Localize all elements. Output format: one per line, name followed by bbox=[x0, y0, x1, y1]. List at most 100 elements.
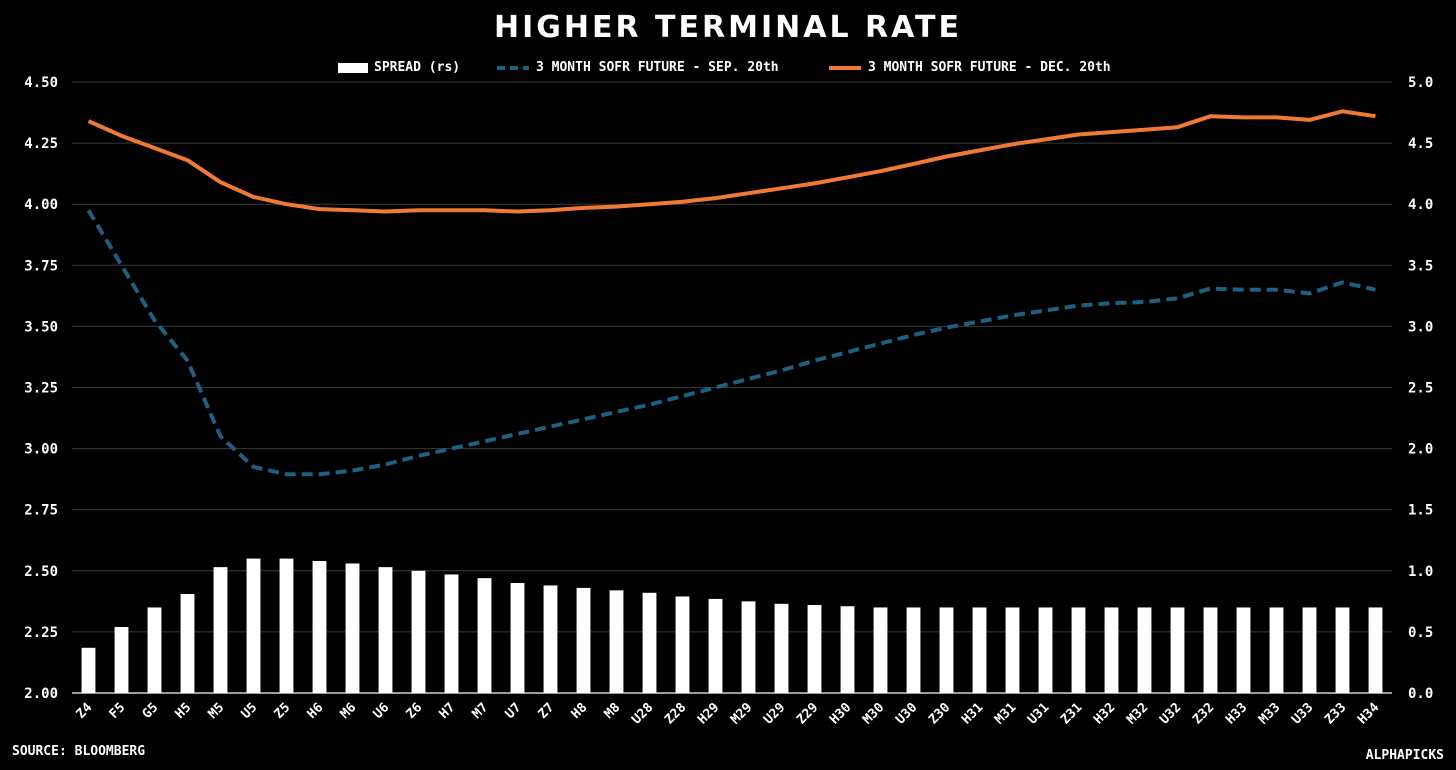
x-axis-tick-label: H34 bbox=[1355, 700, 1382, 727]
x-axis-tick-label: F5 bbox=[107, 700, 129, 722]
bar-spread bbox=[873, 607, 888, 693]
bar-spread bbox=[807, 605, 822, 693]
legend-label-spread: SPREAD (rs) bbox=[374, 60, 461, 75]
bar-spread bbox=[906, 607, 921, 693]
bar-spread bbox=[1269, 607, 1284, 693]
x-axis-tick-label: H32 bbox=[1091, 700, 1118, 727]
bar-spread bbox=[81, 647, 96, 693]
x-axis-tick-label: M29 bbox=[728, 700, 755, 727]
brand-label: ALPHAPICKS bbox=[1365, 748, 1444, 763]
x-axis-tick-label: H33 bbox=[1223, 700, 1250, 727]
bar-spread bbox=[444, 574, 459, 693]
bar-spread bbox=[642, 592, 657, 693]
right-axis-tick-label: 0.0 bbox=[1408, 686, 1433, 702]
x-axis-tick-label: Z5 bbox=[272, 700, 294, 722]
right-axis-tick-label: 2.0 bbox=[1408, 442, 1433, 458]
bar-spread bbox=[1071, 607, 1086, 693]
bar-spread bbox=[1368, 607, 1383, 693]
left-axis-tick-label: 3.50 bbox=[24, 319, 58, 335]
series-line-dec bbox=[87, 109, 1376, 214]
left-axis-tick-label: 2.00 bbox=[24, 686, 58, 702]
legend-label-dec: 3 MONTH SOFR FUTURE - DEC. 20th bbox=[868, 60, 1111, 75]
bar-spread bbox=[741, 601, 756, 693]
left-axis-tick-label: 3.00 bbox=[24, 442, 58, 458]
legend-item-sep: 3 MONTH SOFR FUTURE - SEP. 20th bbox=[496, 60, 779, 75]
bar-spread bbox=[675, 596, 690, 693]
legend-item-dec: 3 MONTH SOFR FUTURE - DEC. 20th bbox=[828, 60, 1111, 75]
legend-item-spread: SPREAD (rs) bbox=[338, 60, 460, 75]
x-axis-tick-label: H31 bbox=[959, 700, 986, 727]
bar-spread bbox=[114, 627, 129, 693]
right-axis-tick-label: 4.5 bbox=[1408, 136, 1433, 152]
bar-spread bbox=[180, 594, 195, 693]
x-axis-tick-label: M7 bbox=[470, 700, 492, 722]
bar-spread bbox=[1236, 607, 1251, 693]
right-axis-tick-label: 5.0 bbox=[1408, 75, 1433, 91]
x-axis-tick-label: M30 bbox=[860, 700, 887, 727]
left-axis-tick-label: 4.25 bbox=[24, 136, 58, 152]
source-note: SOURCE: BLOOMBERG bbox=[12, 744, 146, 759]
x-axis-tick-label: H5 bbox=[173, 700, 195, 722]
right-axis-tick-label: 1.5 bbox=[1408, 503, 1433, 519]
x-axis-tick-label: M32 bbox=[1124, 700, 1151, 727]
bar-spread bbox=[939, 607, 954, 693]
x-axis-tick-label: Z4 bbox=[74, 700, 96, 722]
x-axis-tick-label: Z28 bbox=[662, 700, 689, 727]
bar-spread bbox=[1302, 607, 1317, 693]
x-axis-tick-label: H29 bbox=[695, 700, 722, 727]
right-axis-tick-label: 4.0 bbox=[1408, 197, 1433, 213]
left-axis-tick-label: 3.75 bbox=[24, 258, 58, 274]
bar-spread bbox=[774, 603, 789, 693]
x-axis-tick-label: Z33 bbox=[1322, 700, 1349, 727]
right-axis-tick-label: 3.5 bbox=[1408, 258, 1433, 274]
bar-spread bbox=[1005, 607, 1020, 693]
right-axis-tick-label: 2.5 bbox=[1408, 381, 1433, 397]
legend-swatch-solid bbox=[829, 65, 861, 70]
bar-spread bbox=[609, 590, 624, 693]
right-axis-tick-label: 3.0 bbox=[1408, 319, 1433, 335]
right-axis-tick-label: 0.5 bbox=[1408, 625, 1433, 641]
bar-spread bbox=[213, 567, 228, 693]
bar-spread bbox=[477, 578, 492, 693]
x-axis-tick-label: Z30 bbox=[926, 700, 953, 727]
chart-title: HIGHER TERMINAL RATE bbox=[494, 10, 962, 45]
bar-spread bbox=[840, 606, 855, 693]
x-axis-tick-label: M33 bbox=[1256, 700, 1283, 727]
x-axis-tick-label: M8 bbox=[602, 700, 624, 722]
x-axis-tick-label: U28 bbox=[629, 700, 656, 727]
legend: SPREAD (rs) 3 MONTH SOFR FUTURE - SEP. 2… bbox=[0, 60, 1456, 82]
bar-spread bbox=[543, 585, 558, 693]
bar-spread bbox=[279, 558, 294, 693]
left-axis-tick-label: 2.50 bbox=[24, 564, 58, 580]
x-axis-tick-label: U32 bbox=[1157, 700, 1184, 727]
x-axis-tick-label: G5 bbox=[140, 700, 162, 722]
series-line-sep bbox=[86, 209, 1376, 477]
bar-spread bbox=[1038, 607, 1053, 693]
bar-spread bbox=[1104, 607, 1119, 693]
bar-spread bbox=[510, 583, 525, 693]
bar-spread bbox=[246, 558, 261, 693]
bar-spread bbox=[708, 598, 723, 693]
left-axis-tick-label: 3.25 bbox=[24, 381, 58, 397]
bar-spread bbox=[1170, 607, 1185, 693]
x-axis-tick-label: Z31 bbox=[1058, 700, 1085, 727]
bar-spread bbox=[378, 567, 393, 693]
right-axis-tick-label: 1.0 bbox=[1408, 564, 1433, 580]
x-axis-tick-label: Z7 bbox=[536, 700, 558, 722]
legend-swatch-dashed bbox=[497, 65, 529, 70]
x-axis-tick-label: U33 bbox=[1289, 700, 1316, 727]
bar-spread bbox=[1335, 607, 1350, 693]
x-axis-tick-label: Z29 bbox=[794, 700, 821, 727]
x-axis-tick-label: U7 bbox=[503, 700, 525, 722]
bar-spread bbox=[411, 570, 426, 693]
x-axis-tick-label: Z32 bbox=[1190, 700, 1217, 727]
x-axis-tick-label: U29 bbox=[761, 700, 788, 727]
x-axis-tick-label: Z6 bbox=[404, 700, 426, 722]
x-axis-tick-label: M5 bbox=[206, 700, 228, 722]
left-axis-tick-label: 2.75 bbox=[24, 503, 58, 519]
bar-spread bbox=[345, 563, 360, 693]
left-axis-tick-label: 4.50 bbox=[24, 75, 58, 91]
x-axis-tick-label: H30 bbox=[827, 700, 854, 727]
x-axis-tick-label: M6 bbox=[338, 700, 360, 722]
